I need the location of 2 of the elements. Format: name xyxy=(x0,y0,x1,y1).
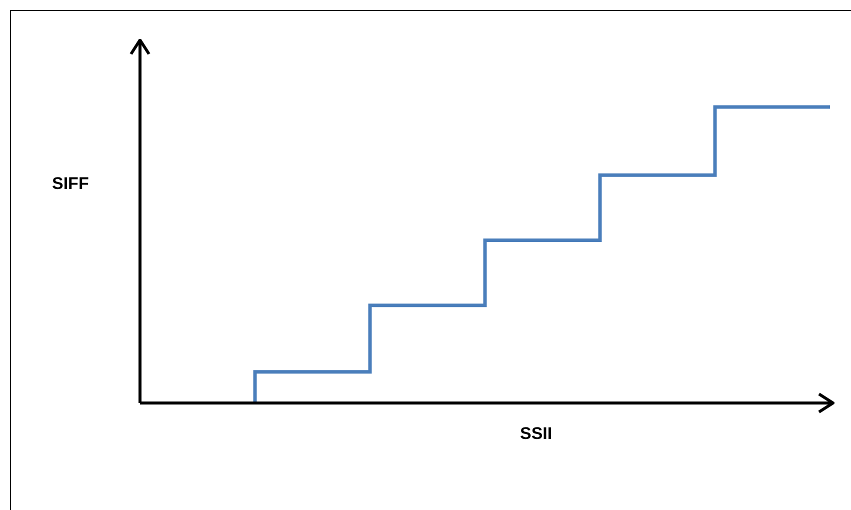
x-axis-title: SSII xyxy=(520,424,552,444)
y-axis-title: SIFF xyxy=(52,174,89,194)
